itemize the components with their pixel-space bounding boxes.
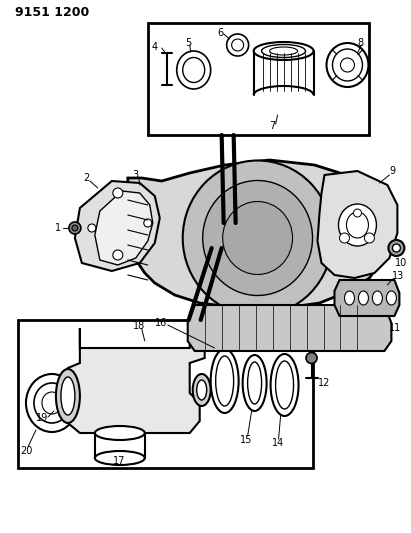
Ellipse shape: [203, 181, 312, 295]
Ellipse shape: [223, 201, 293, 274]
Ellipse shape: [254, 42, 314, 60]
Text: 17: 17: [113, 456, 125, 466]
Ellipse shape: [344, 291, 354, 305]
Ellipse shape: [88, 224, 96, 232]
Text: 12: 12: [318, 378, 330, 388]
Ellipse shape: [72, 225, 78, 231]
Text: 13: 13: [393, 271, 405, 281]
Text: 15: 15: [240, 435, 252, 445]
Ellipse shape: [95, 451, 145, 465]
Text: 2: 2: [83, 173, 89, 183]
Text: 9151 1200: 9151 1200: [15, 6, 89, 20]
Text: 20: 20: [20, 446, 32, 456]
Text: 6: 6: [218, 28, 224, 38]
Ellipse shape: [211, 349, 239, 413]
Bar: [18, 320, 312, 468]
Text: 8: 8: [358, 38, 364, 48]
Text: 19: 19: [36, 413, 48, 423]
Ellipse shape: [393, 244, 400, 252]
Ellipse shape: [34, 383, 70, 423]
Ellipse shape: [242, 355, 267, 411]
Text: 16: 16: [155, 318, 167, 328]
Ellipse shape: [326, 43, 368, 87]
Polygon shape: [68, 328, 205, 433]
Ellipse shape: [339, 204, 376, 246]
Ellipse shape: [306, 352, 317, 364]
Text: 7: 7: [270, 121, 276, 131]
Ellipse shape: [270, 354, 298, 416]
Polygon shape: [318, 171, 397, 278]
Ellipse shape: [177, 51, 211, 89]
Ellipse shape: [197, 380, 207, 400]
Text: 18: 18: [133, 321, 145, 331]
Polygon shape: [335, 280, 399, 316]
Ellipse shape: [26, 374, 78, 432]
Ellipse shape: [353, 209, 361, 217]
Ellipse shape: [262, 44, 305, 58]
Polygon shape: [128, 160, 386, 308]
Ellipse shape: [346, 212, 368, 238]
Ellipse shape: [61, 377, 75, 415]
Ellipse shape: [270, 47, 298, 55]
Ellipse shape: [339, 233, 349, 243]
Ellipse shape: [386, 291, 396, 305]
Ellipse shape: [388, 240, 404, 256]
Polygon shape: [75, 181, 160, 271]
Text: 1: 1: [55, 223, 61, 233]
Ellipse shape: [95, 426, 145, 440]
Polygon shape: [95, 191, 153, 265]
Text: 14: 14: [272, 438, 284, 448]
Text: 3: 3: [133, 170, 139, 180]
Ellipse shape: [226, 34, 249, 56]
Ellipse shape: [113, 250, 123, 260]
Ellipse shape: [144, 219, 152, 227]
Text: 5: 5: [185, 38, 191, 48]
Ellipse shape: [69, 222, 81, 234]
Polygon shape: [188, 305, 391, 351]
Ellipse shape: [365, 233, 374, 243]
Text: 9: 9: [389, 166, 395, 176]
Ellipse shape: [56, 369, 80, 423]
Ellipse shape: [372, 291, 382, 305]
Ellipse shape: [183, 160, 332, 316]
Bar: [148, 23, 369, 135]
Ellipse shape: [193, 374, 211, 406]
Ellipse shape: [113, 188, 123, 198]
Text: 4: 4: [152, 42, 158, 52]
Ellipse shape: [358, 291, 368, 305]
Text: 10: 10: [395, 258, 408, 268]
Text: 11: 11: [389, 323, 402, 333]
